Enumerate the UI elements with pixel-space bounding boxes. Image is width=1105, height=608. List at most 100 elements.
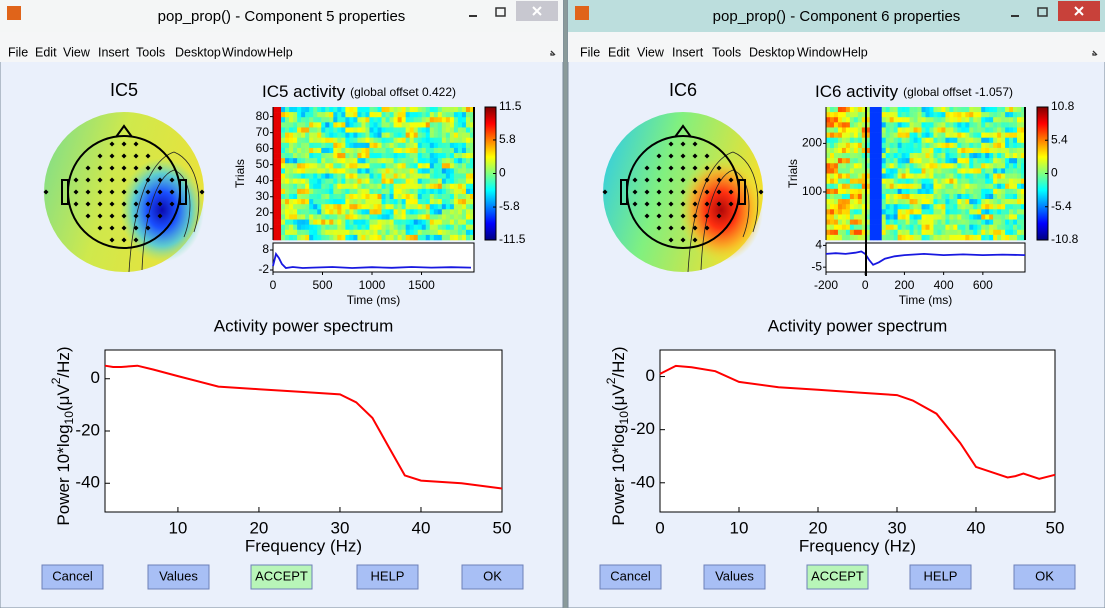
menu-item[interactable]: Insert [672, 45, 704, 59]
button[interactable] [250, 564, 313, 590]
button-label[interactable]: HELP [371, 568, 405, 583]
button-label[interactable]: Cancel [610, 568, 651, 583]
erp-pixel [413, 137, 419, 144]
button-label[interactable]: Cancel [52, 568, 93, 583]
erp-pixel [841, 204, 847, 210]
erp-pixel [441, 219, 447, 225]
erp-pixel [973, 122, 978, 128]
button[interactable] [703, 564, 766, 590]
erp-pixel [957, 107, 962, 113]
button[interactable] [1013, 564, 1076, 590]
erp-pixel [333, 229, 338, 236]
erp-pixel [425, 142, 431, 149]
erp-pixel [885, 204, 890, 210]
erp-pixel [937, 178, 942, 185]
menu-item[interactable]: Tools [136, 45, 165, 59]
maximize-button[interactable] [1037, 7, 1048, 17]
erp-pixel [953, 173, 958, 179]
erp-pixel [449, 147, 455, 154]
button-label[interactable]: OK [483, 568, 502, 583]
erp-pixel [461, 209, 467, 215]
erp-pixel [889, 132, 894, 138]
menu-item[interactable]: File [580, 45, 600, 59]
menu-item[interactable]: View [63, 45, 91, 59]
erp-pixel [329, 234, 334, 241]
erp-pixel [921, 234, 926, 241]
erp-pixel [321, 183, 326, 190]
erp-pixel [989, 224, 994, 231]
erp-pixel [441, 107, 447, 113]
erp-pixel [961, 224, 966, 231]
erp-pixel [305, 117, 310, 123]
erp-pixel [1013, 178, 1018, 185]
menu-item[interactable]: Edit [35, 45, 57, 59]
button-label[interactable]: Values [159, 568, 198, 583]
erp-pixel [337, 219, 342, 225]
button[interactable] [599, 564, 662, 590]
erp-pixel [309, 199, 314, 205]
erp-pixel [977, 173, 982, 179]
erp-pixel [877, 214, 883, 220]
electrode [704, 189, 710, 195]
button[interactable] [147, 564, 210, 590]
erp-pixel [329, 147, 334, 154]
erp-pixel [405, 153, 410, 159]
dock-arrow[interactable] [1092, 50, 1098, 56]
button-label[interactable]: ACCEPT [811, 568, 864, 583]
erp-pixel [865, 142, 871, 149]
button[interactable] [806, 564, 869, 590]
button-label[interactable]: ACCEPT [255, 568, 308, 583]
erp-pixel [897, 219, 902, 225]
erp-pixel [301, 219, 306, 225]
erp-pixel [889, 178, 894, 185]
menu-item[interactable]: Edit [608, 45, 630, 59]
erp-pixel [829, 204, 835, 210]
electrode [656, 201, 662, 207]
menu-item[interactable]: View [637, 45, 665, 59]
erp-pixel [341, 132, 346, 138]
erp-pixel [1013, 112, 1018, 118]
button[interactable] [41, 564, 104, 590]
menu-item[interactable]: Help [267, 45, 293, 59]
menu-item[interactable]: Help [842, 45, 868, 59]
menu-item[interactable]: Insert [98, 45, 130, 59]
button-label[interactable]: OK [1035, 568, 1054, 583]
erp-pixel [377, 229, 382, 236]
button[interactable] [909, 564, 972, 590]
erp-pixel [421, 183, 427, 190]
button-label[interactable]: Values [715, 568, 754, 583]
erp-pixel [469, 229, 475, 236]
menu-item[interactable]: Tools [712, 45, 741, 59]
erp-pixel [297, 147, 302, 154]
menu-item[interactable]: File [8, 45, 28, 59]
button[interactable] [356, 564, 419, 590]
maximize-button[interactable] [495, 7, 506, 17]
erp-pixel [837, 219, 843, 225]
erp-pixel [273, 153, 278, 159]
menu-item[interactable]: Window [222, 45, 267, 59]
erp-pixel [365, 209, 370, 215]
menu-item[interactable]: Desktop [175, 45, 221, 59]
erp-pixel [421, 224, 427, 231]
erp-pixel [453, 117, 459, 123]
erp-pixel [937, 199, 942, 205]
erp-pixel [941, 219, 946, 225]
erp-pixel [341, 142, 346, 149]
erp-pixel [425, 132, 431, 138]
erp-pixel [857, 112, 863, 118]
menu-item[interactable]: Desktop [749, 45, 795, 59]
erp-pixel [845, 183, 851, 190]
erp-pixel [981, 168, 986, 174]
button-label[interactable]: HELP [924, 568, 958, 583]
erp-pixel [1009, 122, 1014, 128]
erp-pixel [937, 122, 942, 128]
dock-arrow[interactable] [550, 50, 556, 56]
erp-pixel [385, 158, 390, 164]
erp-pixel [333, 214, 338, 220]
menu-item[interactable]: Window [797, 45, 842, 59]
y-tick-label: -20 [630, 419, 655, 438]
button[interactable] [461, 564, 524, 590]
erp-pixel [373, 219, 378, 225]
erp-pixel [977, 199, 982, 205]
erp-pixel [917, 137, 922, 144]
